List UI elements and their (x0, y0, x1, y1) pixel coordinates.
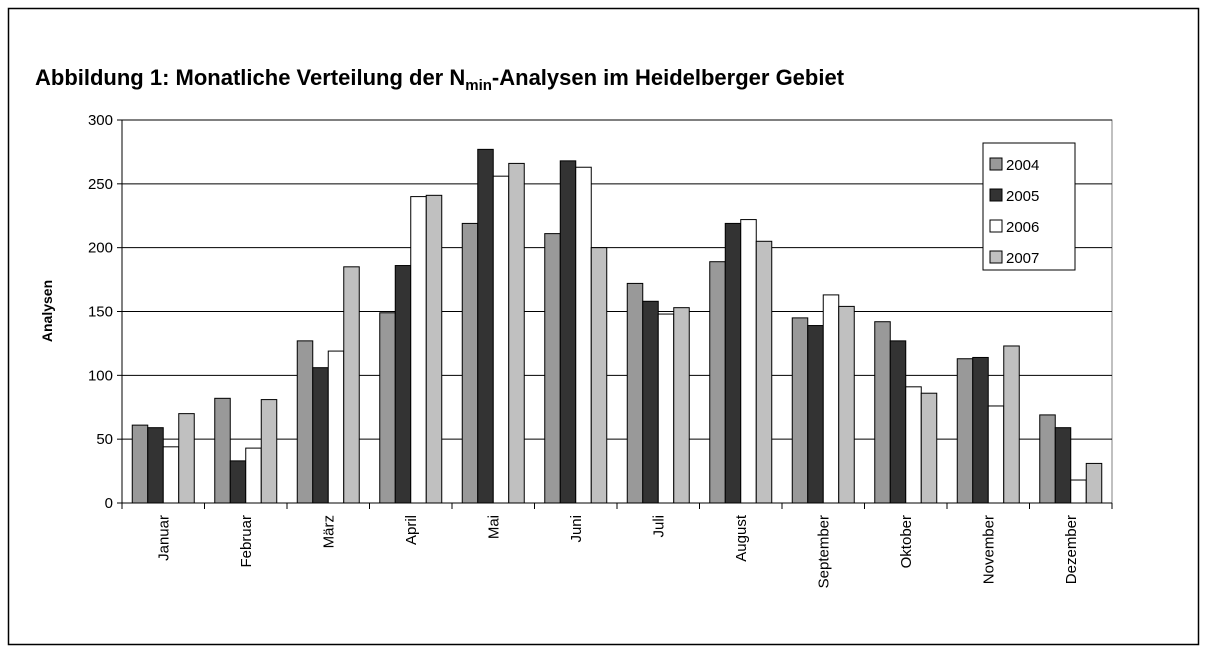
bar (807, 325, 824, 504)
bar (956, 358, 974, 504)
bar (724, 222, 742, 504)
bar (590, 247, 608, 504)
legend-label: 2004 (1006, 157, 1039, 174)
title-main: Abbildung 1: Monatliche Verteilung der N (35, 65, 465, 90)
y-tick-label: 250 (88, 176, 113, 193)
bar (822, 294, 840, 504)
bar (425, 194, 443, 504)
bar (394, 265, 412, 504)
bar (245, 447, 262, 504)
bar (312, 367, 329, 504)
bar (461, 222, 479, 504)
bar (1085, 462, 1103, 504)
legend-swatch (989, 250, 1003, 264)
bar (838, 305, 855, 504)
x-tick-label: April (403, 515, 420, 545)
bar (296, 340, 314, 504)
y-axis-label: Analysen (39, 280, 55, 342)
x-tick-label: August (733, 514, 750, 562)
x-tick-label: Januar (155, 515, 172, 561)
x-tick-label: Mai (485, 515, 502, 539)
y-tick-label: 200 (88, 240, 113, 257)
bar (477, 148, 494, 504)
bar (410, 196, 427, 504)
bar (178, 413, 195, 504)
x-tick-label: Februar (238, 515, 255, 568)
bar (657, 313, 675, 504)
bar (642, 300, 659, 504)
y-tick-label: 300 (88, 112, 113, 129)
x-tick-label: November (980, 515, 997, 584)
bar (147, 427, 164, 504)
bar (874, 321, 891, 504)
bar (260, 399, 278, 504)
y-tick-label: 0 (105, 495, 113, 512)
bar (905, 386, 922, 504)
bar (379, 312, 396, 504)
x-tick-label: September (815, 515, 832, 588)
bar (343, 266, 360, 504)
chart-title: Abbildung 1: Monatliche Verteilung der N… (35, 65, 845, 94)
x-tick-label: Oktober (898, 515, 915, 568)
y-tick-label: 150 (88, 304, 113, 321)
bar (920, 392, 938, 504)
legend-label: 2007 (1006, 250, 1039, 267)
x-tick-label: Juni (568, 515, 585, 543)
bar (544, 233, 561, 504)
bar (709, 261, 726, 504)
legend-swatch (989, 157, 1003, 171)
bar (791, 317, 809, 504)
bar (492, 175, 510, 504)
bar (889, 340, 907, 504)
bar (559, 160, 577, 504)
bar (229, 460, 247, 504)
y-tick-label: 100 (88, 367, 113, 384)
x-tick-label: März (320, 515, 337, 548)
bar (214, 397, 231, 504)
bar (673, 307, 690, 504)
legend-label: 2005 (1006, 188, 1039, 205)
bar (1039, 414, 1056, 504)
bar (972, 356, 989, 504)
legend-swatch (989, 188, 1003, 202)
title-suffix: -Analysen im Heidelberger Gebiet (492, 65, 845, 90)
bar (508, 162, 525, 504)
bar (626, 282, 644, 504)
bar (327, 350, 345, 504)
bar (162, 446, 180, 504)
bar (1054, 427, 1072, 504)
y-tick-label: 50 (96, 431, 113, 448)
bar (131, 424, 149, 504)
bar (1070, 479, 1087, 504)
legend-label: 2006 (1006, 219, 1039, 236)
x-tick-label: Dezember (1063, 515, 1080, 584)
bar (740, 219, 757, 504)
bar (987, 405, 1005, 504)
bar (575, 166, 592, 504)
bar (755, 240, 773, 504)
legend-swatch (989, 219, 1003, 233)
bar (1003, 345, 1020, 504)
title-subscript: min (465, 77, 492, 94)
x-tick-label: Juli (650, 515, 667, 538)
